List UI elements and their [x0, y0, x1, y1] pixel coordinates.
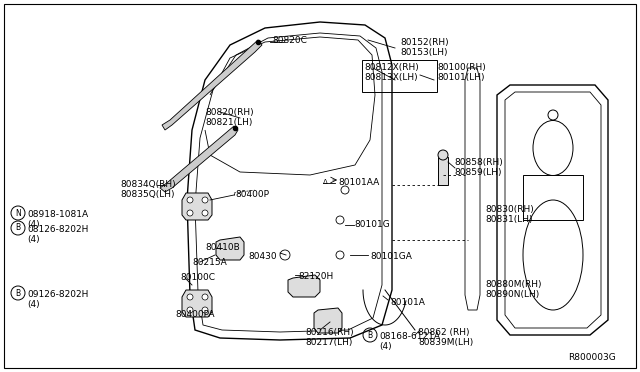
Polygon shape: [288, 275, 320, 297]
Circle shape: [187, 307, 193, 313]
Text: 80101G: 80101G: [354, 220, 390, 229]
Polygon shape: [216, 237, 244, 260]
Text: 80830(RH)
80831(LH): 80830(RH) 80831(LH): [485, 205, 534, 224]
Text: 80215A: 80215A: [192, 258, 227, 267]
Circle shape: [202, 210, 208, 216]
Text: 80100(RH)
80101(LH): 80100(RH) 80101(LH): [437, 63, 486, 83]
Text: 80152(RH)
80153(LH): 80152(RH) 80153(LH): [400, 38, 449, 57]
Circle shape: [187, 210, 193, 216]
Text: B: B: [367, 330, 372, 340]
Polygon shape: [162, 40, 262, 130]
Text: 09126-8202H
(4): 09126-8202H (4): [27, 290, 88, 310]
Bar: [362, 60, 437, 92]
Bar: [523, 175, 583, 220]
Text: 80400PA: 80400PA: [175, 310, 214, 319]
Circle shape: [202, 307, 208, 313]
Text: 82120H: 82120H: [298, 272, 333, 281]
Text: 80101GA: 80101GA: [370, 252, 412, 261]
Text: N: N: [15, 208, 21, 218]
Text: 80820C: 80820C: [272, 36, 307, 45]
Text: 80400P: 80400P: [235, 190, 269, 199]
Text: 80101A: 80101A: [390, 298, 425, 307]
Text: B: B: [15, 289, 20, 298]
Circle shape: [187, 294, 193, 300]
Bar: [438, 157, 448, 185]
Text: 80858(RH)
80859(LH): 80858(RH) 80859(LH): [454, 158, 503, 177]
Text: 80812X(RH)
80813X(LH): 80812X(RH) 80813X(LH): [364, 63, 419, 83]
Text: 80862 (RH)
80839M(LH): 80862 (RH) 80839M(LH): [418, 328, 473, 347]
Circle shape: [202, 197, 208, 203]
Text: B: B: [15, 224, 20, 232]
Text: 80880M(RH)
80890N(LH): 80880M(RH) 80890N(LH): [485, 280, 541, 299]
Text: 80216(RH)
80217(LH): 80216(RH) 80217(LH): [305, 328, 354, 347]
Text: 80820(RH)
80821(LH): 80820(RH) 80821(LH): [205, 108, 253, 127]
Polygon shape: [182, 193, 212, 220]
Text: 80430: 80430: [248, 252, 276, 261]
Text: 80100C: 80100C: [180, 273, 215, 282]
Polygon shape: [314, 308, 342, 333]
Polygon shape: [182, 290, 212, 317]
Text: 08126-8202H
(4): 08126-8202H (4): [27, 225, 88, 244]
Text: R800003G: R800003G: [568, 353, 616, 362]
Polygon shape: [160, 126, 238, 192]
Circle shape: [202, 294, 208, 300]
Text: 80101AA: 80101AA: [338, 178, 380, 187]
Text: $\Delta$: $\Delta$: [322, 177, 328, 186]
Text: 08918-1081A
(4): 08918-1081A (4): [27, 210, 88, 230]
Text: 80410B: 80410B: [205, 243, 240, 252]
Circle shape: [438, 150, 448, 160]
Text: 80834Q(RH)
80835Q(LH): 80834Q(RH) 80835Q(LH): [120, 180, 175, 199]
Text: 08168-6121A
(4): 08168-6121A (4): [379, 332, 440, 352]
Circle shape: [187, 197, 193, 203]
